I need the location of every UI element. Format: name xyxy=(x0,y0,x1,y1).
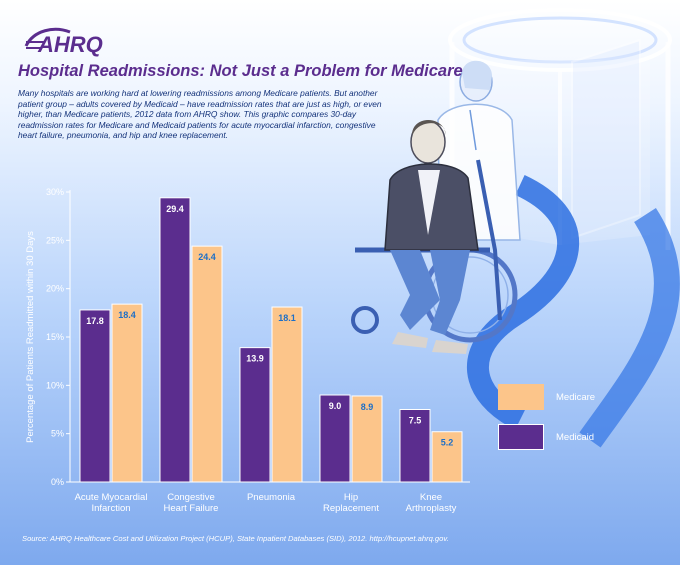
bar-medicaid xyxy=(79,309,111,483)
legend-swatch-medicare xyxy=(498,384,544,410)
bar-medicare xyxy=(431,431,463,483)
data-label-medicare: 18.4 xyxy=(118,310,136,320)
bar-medicaid xyxy=(399,409,431,483)
category-label: Congestive xyxy=(167,492,215,503)
page-title: Hospital Readmissions: Not Just a Proble… xyxy=(18,62,463,80)
category-label: Acute Myocardial xyxy=(75,492,148,503)
y-tick-label: 10% xyxy=(46,380,64,390)
chart-bars xyxy=(79,197,463,483)
data-label-medicaid: 9.0 xyxy=(329,401,342,411)
y-axis-label: Percentage of Patients Readmitted within… xyxy=(25,231,36,443)
path-illustration xyxy=(466,175,680,448)
category-label: Pneumonia xyxy=(247,492,296,503)
y-tick-label: 5% xyxy=(51,429,64,439)
bar-medicaid xyxy=(239,347,271,483)
data-label-medicare: 5.2 xyxy=(441,438,454,448)
y-tick-label: 25% xyxy=(46,235,64,245)
y-tick-label: 15% xyxy=(46,332,64,342)
data-label-medicaid: 7.5 xyxy=(409,416,422,426)
category-label: Infarction xyxy=(91,503,130,514)
intro-text: Many hospitals are working hard at lower… xyxy=(18,88,382,141)
ahrq-logo-text: AHRQ xyxy=(37,32,103,57)
bar-medicaid xyxy=(319,394,351,483)
data-label-medicaid: 17.8 xyxy=(86,316,104,326)
category-label: Arthroplasty xyxy=(406,503,457,514)
data-label-medicaid: 29.4 xyxy=(166,204,184,214)
legend-label-medicaid: Medicaid xyxy=(556,432,595,443)
data-label-medicaid: 13.9 xyxy=(246,354,264,364)
data-label-medicare: 18.1 xyxy=(278,313,296,323)
bar-medicare xyxy=(191,245,223,483)
category-label: Replacement xyxy=(323,503,379,514)
data-label-medicare: 8.9 xyxy=(361,402,374,412)
bar-medicare xyxy=(351,395,383,483)
bar-medicaid xyxy=(159,197,191,483)
bar-medicare xyxy=(271,306,303,483)
data-label-medicare: 24.4 xyxy=(198,252,216,262)
patient-in-wheelchair-illustration xyxy=(351,120,518,354)
category-label: Heart Failure xyxy=(164,503,219,514)
ahrq-logo-swoosh-icon xyxy=(24,27,71,49)
legend-swatch-medicaid xyxy=(498,424,544,450)
category-label: Knee xyxy=(420,492,442,503)
y-tick-label: 30% xyxy=(46,187,64,197)
y-tick-label: 0% xyxy=(51,477,64,487)
ahrq-logo: AHRQ xyxy=(24,27,103,57)
y-tick-label: 20% xyxy=(46,284,64,294)
bar-medicare xyxy=(111,303,143,483)
legend-label-medicare: Medicare xyxy=(556,392,596,403)
source-note: Source: AHRQ Healthcare Cost and Utiliza… xyxy=(22,534,449,543)
category-label: Hip xyxy=(344,492,358,503)
